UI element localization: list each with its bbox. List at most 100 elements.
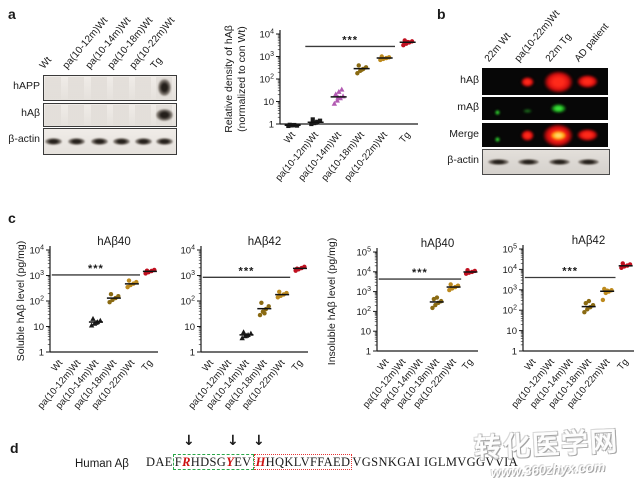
blot-row-label: hAPP	[13, 80, 40, 92]
y-axis-label: Insoluble hAβ level (pg/mg)	[326, 238, 338, 365]
protein-band	[67, 138, 85, 145]
faint-lane-smear	[135, 77, 151, 99]
chart-title: hAβ42	[248, 236, 281, 248]
series-Tg	[399, 38, 416, 48]
red-signal-blob	[576, 75, 598, 88]
blot-row-hAPP	[43, 75, 177, 101]
sequence-segment: HQKLVFFAED	[265, 455, 351, 469]
svg-text:1: 1	[269, 120, 274, 131]
y-axis-label: Soluble hAβ level (pg/mg)	[15, 241, 27, 361]
svg-text:***: ***	[239, 265, 255, 277]
series-pa(10-14m)Wt	[88, 315, 103, 328]
svg-text:1: 1	[190, 348, 195, 359]
series-pa(10-18m)Wt	[581, 298, 596, 315]
red-signal-blob	[520, 76, 534, 87]
axes: 1 10 102 103 104	[181, 245, 308, 359]
series-Wt	[284, 122, 301, 129]
blot-row-mAβ	[482, 97, 608, 120]
svg-text:103: 103	[30, 270, 45, 282]
svg-text:10: 10	[33, 322, 44, 333]
panel-a-scatter-chart: 110102103104Wtpa(10-12m)Wtpa(10-14m)Wtpa…	[223, 25, 418, 183]
mutation-arrow-icon: ↓	[253, 433, 265, 449]
panel-c-insoluble-ab42-chart: 110102103104105Wtpa(10-12m)Wtpa(10-14m)W…	[503, 235, 634, 410]
blot-row-label: Merge	[449, 128, 479, 140]
panel-c-soluble-ab40-chart: 110102103104Wtpa(10-12m)Wtpa(10-14m)Wtpa…	[15, 236, 158, 411]
x-tick-label: Wt	[282, 130, 298, 146]
y-axis-label: Relative density of hAβ	[223, 25, 235, 133]
svg-text:10: 10	[506, 326, 517, 337]
series-pa(10-18m)Wt	[429, 295, 444, 311]
yellow-signal-blob	[550, 130, 566, 140]
lane-label: Tg	[148, 55, 165, 72]
red-signal-blob	[576, 129, 598, 141]
mutation-arrow-icon: ↓	[227, 433, 239, 449]
protein-band	[517, 159, 539, 165]
faint-lane-smear	[91, 105, 107, 125]
green-signal-blob	[522, 108, 532, 113]
svg-text:102: 102	[260, 74, 275, 86]
panel-b-label: b	[437, 6, 446, 22]
series-pa(10-22m)Wt	[600, 286, 615, 303]
series-Tg	[292, 264, 307, 273]
significance: ***	[378, 267, 462, 280]
blot-row-Merge	[482, 123, 608, 147]
panel-a-label: a	[8, 6, 16, 22]
mutated-residue: Y	[226, 455, 235, 469]
y-axis-label: (normalized to con Wt)	[236, 26, 248, 132]
faint-lane-smear	[68, 105, 84, 125]
svg-text:105: 105	[357, 247, 372, 259]
watermark: 转化医学网 www.360zhyx.com	[451, 418, 640, 478]
significance: ***	[524, 266, 616, 279]
faint-lane-smear	[113, 105, 129, 125]
panel-c-soluble-ab42-chart: 110102103104Wtpa(10-12m)Wtpa(10-14m)Wtpa…	[181, 236, 308, 411]
faint-lane-smear	[45, 105, 61, 125]
blot-row-β-actin	[482, 149, 610, 175]
axes: 1 10 102 103 104 105	[503, 244, 634, 358]
faint-lane-smear	[45, 77, 61, 99]
red-signal-blob	[543, 70, 573, 93]
amino-acid-sequence: DAE FRHDSGYEV HHQKLVFFAED VGSNKGAI IGLMVGGV…	[146, 454, 518, 470]
protein-band	[44, 138, 62, 145]
svg-text:104: 104	[181, 245, 196, 257]
axes: 1 10 102 103 104	[30, 245, 158, 359]
x-tick-label: Tg	[397, 130, 413, 146]
svg-text:1: 1	[512, 347, 517, 358]
green-signal-blob	[550, 104, 566, 113]
svg-text:***: ***	[88, 263, 104, 275]
sequence-green-box: FRHDSGYEV	[172, 454, 254, 470]
lane-label: 22m Wt	[482, 30, 514, 65]
lane-label: AD patient	[572, 21, 612, 65]
svg-text:103: 103	[357, 286, 372, 298]
svg-text:102: 102	[503, 305, 518, 317]
axes: 1 10 102 103 104 105	[357, 247, 478, 358]
panel-d-label: d	[10, 440, 19, 456]
svg-text:102: 102	[357, 306, 372, 318]
series-pa(10-12m)Wt	[307, 117, 324, 127]
svg-text:1: 1	[366, 347, 371, 358]
blot-row-label: mAβ	[457, 101, 479, 113]
svg-text:***: ***	[342, 34, 358, 46]
mutated-residue: H	[255, 455, 266, 469]
chart-title: hAβ40	[97, 236, 130, 248]
svg-text:1: 1	[39, 348, 44, 359]
blot-row-label: hAβ	[460, 74, 479, 86]
blot-row-hAβ	[43, 103, 177, 127]
sequence-red-box: HHQKLVFFAED	[253, 454, 353, 470]
faint-lane-smear	[68, 77, 84, 99]
protein-band	[487, 159, 509, 165]
svg-text:***: ***	[562, 266, 578, 278]
protein-band	[134, 138, 152, 145]
svg-text:105: 105	[503, 244, 518, 256]
lane-label: Wt	[37, 54, 55, 72]
svg-text:10: 10	[184, 322, 195, 333]
red-signal-blob	[520, 129, 534, 141]
protein-band	[548, 159, 570, 165]
blot-row-hAβ	[482, 68, 608, 95]
sequence-species-label: Human Aβ	[75, 458, 129, 470]
sequence-segment: HDSG	[190, 455, 227, 469]
blot-row-label: β-actin	[447, 154, 479, 166]
x-tick-label: Tg	[460, 357, 476, 373]
svg-text:10: 10	[263, 97, 274, 108]
svg-text:104: 104	[30, 245, 45, 257]
series-pa(10-18m)Wt	[353, 63, 370, 76]
